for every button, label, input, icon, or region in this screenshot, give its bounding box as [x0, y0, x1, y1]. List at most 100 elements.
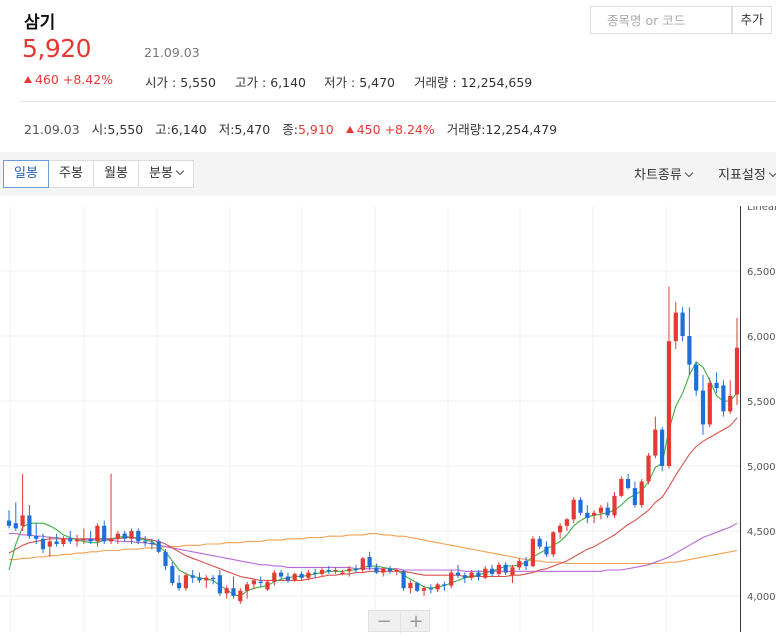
- candle-body: [170, 566, 175, 583]
- tab-daily[interactable]: 일봉: [3, 160, 49, 188]
- price-chart[interactable]: 6,500 6,000 5,500 5,000 4,500 4,000 Linear: [0, 202, 776, 632]
- candle-body: [122, 533, 127, 539]
- summary-high-label: 고: [155, 122, 167, 137]
- candle-body: [319, 570, 325, 574]
- candle-body: [530, 538, 535, 567]
- stock-search-input[interactable]: [607, 13, 717, 28]
- candle-body: [462, 575, 467, 578]
- y-tick-label: 6,000: [747, 332, 776, 343]
- candle-body: [238, 590, 243, 602]
- tab-weekly[interactable]: 주봉: [48, 160, 94, 188]
- indicator-settings-menu[interactable]: 지표설정: [718, 164, 776, 183]
- summary-volume: 12,254,479: [485, 122, 558, 137]
- candle-body: [387, 568, 393, 572]
- candle-body: [558, 525, 563, 533]
- candle-body: [517, 560, 522, 568]
- candle-body: [156, 541, 161, 552]
- candle-body: [680, 312, 685, 336]
- indicator-settings-label: 지표설정: [718, 168, 766, 183]
- candle-body: [435, 584, 440, 590]
- candle-body: [694, 364, 699, 391]
- summary-low-label: 저: [218, 122, 231, 137]
- open-value: 5,550: [180, 75, 216, 90]
- candle-body: [13, 523, 18, 529]
- candle-body: [626, 479, 631, 489]
- add-stock-button[interactable]: 추가: [732, 6, 772, 34]
- summary-open: 5,550: [107, 122, 144, 137]
- candle-body: [333, 570, 338, 572]
- volume-stat: 거래량 : 12,254,659: [414, 75, 533, 90]
- summary-open-label: 시: [91, 122, 104, 137]
- candle-body: [483, 568, 488, 578]
- candle-body: [81, 538, 86, 541]
- volume-value: 12,254,659: [460, 75, 533, 90]
- zoom-control: − +: [368, 610, 431, 633]
- candle-body: [496, 564, 501, 574]
- summary-low: 5,470: [234, 122, 271, 137]
- candle-body: [108, 538, 114, 542]
- candle-body: [54, 541, 59, 544]
- candle-body: [476, 572, 481, 577]
- high-label: 고가: [235, 75, 259, 90]
- summary-close-label: 종: [282, 122, 294, 137]
- candle-body: [639, 481, 644, 505]
- candle-body: [510, 567, 515, 576]
- candle-body: [115, 533, 120, 539]
- candle-body: [88, 538, 93, 542]
- candle-body: [660, 429, 665, 466]
- candle-body: [544, 546, 549, 555]
- candle-body: [197, 577, 202, 581]
- candle-body: [224, 588, 229, 594]
- candle-body: [605, 507, 610, 516]
- candle-body: [666, 341, 672, 466]
- candle-body: [449, 572, 454, 586]
- summary-close: 5,910: [297, 122, 334, 137]
- candle-body: [20, 515, 25, 526]
- candle-body: [6, 520, 12, 526]
- tab-monthly[interactable]: 월봉: [93, 160, 139, 188]
- candle-body: [265, 581, 270, 590]
- candle-body: [592, 512, 597, 516]
- candle-body: [632, 488, 637, 505]
- candle-body: [40, 538, 46, 550]
- candle-body: [428, 588, 433, 590]
- ma60-line: [9, 522, 738, 572]
- candle-body: [258, 581, 263, 583]
- period-tabs: 일봉 주봉 월봉 분봉: [3, 160, 194, 188]
- zoom-in-button[interactable]: +: [400, 611, 431, 633]
- candle-body: [734, 347, 740, 395]
- candle-body: [728, 395, 733, 412]
- candle-body: [687, 336, 692, 365]
- candle-body: [646, 455, 651, 482]
- y-tick-label: 5,500: [747, 397, 776, 408]
- candle-body: [163, 551, 168, 567]
- candle-body: [408, 583, 413, 589]
- y-tick-label: 4,000: [747, 592, 776, 603]
- low-stat: 저가 : 5,470: [324, 75, 395, 90]
- high-stat: 고가 : 6,140: [235, 75, 306, 90]
- candle-body: [585, 512, 590, 518]
- candle-body: [612, 495, 617, 516]
- candle-body: [619, 479, 624, 496]
- tab-minute[interactable]: 분봉: [138, 160, 194, 188]
- candle-body: [714, 382, 719, 388]
- low-value: 5,470: [359, 75, 395, 90]
- chart-type-menu[interactable]: 차트종류: [634, 164, 694, 183]
- candle-body: [129, 531, 134, 539]
- candle-body: [537, 538, 542, 547]
- candle-body: [721, 385, 726, 412]
- candle-body: [367, 557, 372, 568]
- zoom-out-button[interactable]: −: [376, 611, 392, 632]
- open-stat: 시가 : 5,550: [145, 75, 216, 90]
- price-change: 460 +8.42%: [24, 72, 113, 87]
- candle-body: [292, 573, 297, 581]
- candle-body: [415, 583, 420, 591]
- candle-body: [231, 588, 236, 596]
- stock-search-box[interactable]: [590, 6, 732, 34]
- chevron-down-icon: [175, 166, 185, 176]
- candle-body: [183, 575, 188, 589]
- candle-body: [653, 429, 658, 456]
- candle-body: [74, 540, 80, 542]
- y-tick-label: 5,000: [747, 462, 776, 473]
- candle-body: [551, 532, 556, 555]
